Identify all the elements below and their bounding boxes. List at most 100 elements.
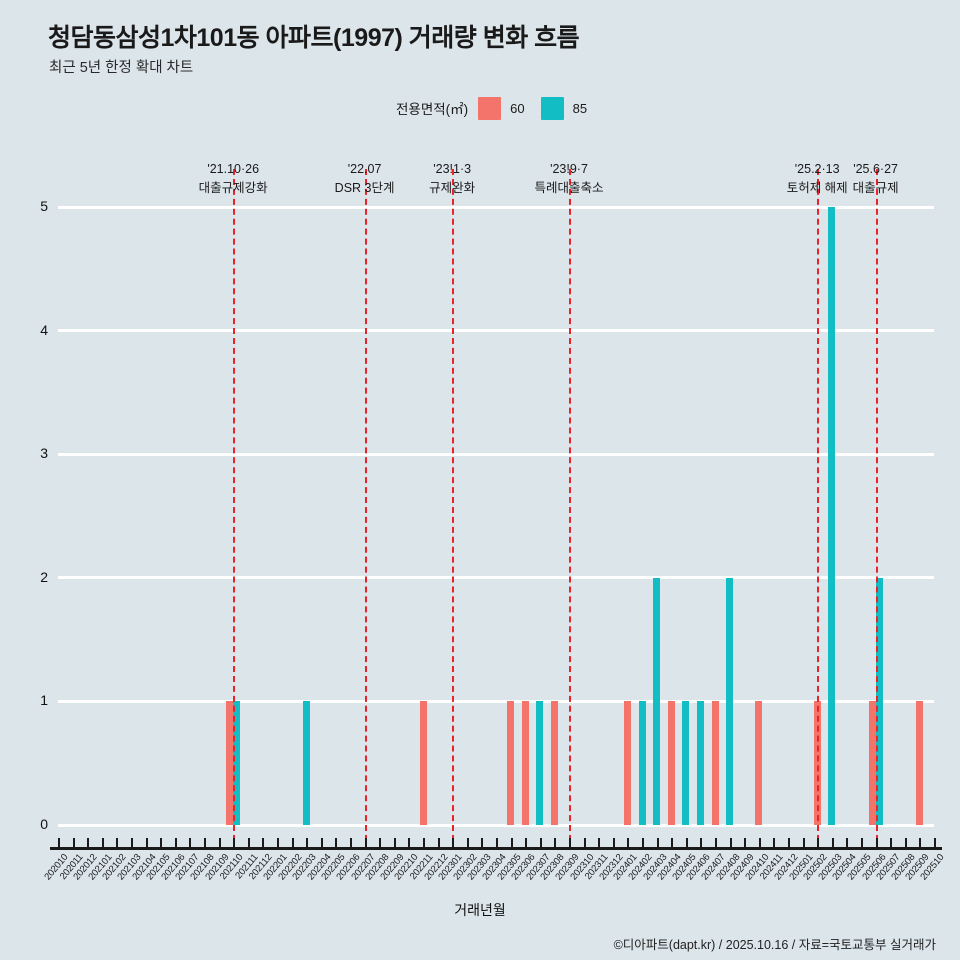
event-date-label: '23!9·7	[550, 162, 588, 176]
x-tick-202206	[350, 838, 352, 848]
x-tick-202308	[554, 838, 557, 848]
event-line-202309	[569, 169, 571, 841]
x-tick-202503	[831, 838, 834, 848]
bar-60-202509[interactable]	[915, 701, 923, 825]
x-tick-202111	[247, 838, 250, 848]
x-tick-202504	[846, 838, 849, 848]
event-annotation-202502: '25.2·13 토허제 해제	[787, 160, 848, 199]
x-tick-202211	[423, 838, 425, 848]
x-tick-202207	[364, 838, 367, 848]
bar-60-202305[interactable]	[507, 701, 515, 825]
x-tick-202402	[642, 838, 644, 848]
legend-label-60: 60	[510, 100, 525, 116]
bar-60-202306[interactable]	[521, 701, 529, 825]
gridline-y-0	[58, 823, 934, 827]
x-tick-202306	[525, 838, 528, 848]
y-tick-label-0: 0	[40, 816, 48, 832]
x-tick-202408	[729, 838, 732, 848]
x-tick-202110	[233, 838, 236, 848]
bar-60-202404[interactable]	[667, 701, 675, 825]
x-axis-title: 거래년월	[454, 902, 506, 918]
x-tick-202201	[277, 838, 279, 848]
bar-85-202506[interactable]	[875, 577, 883, 825]
x-tick-202406	[700, 838, 703, 848]
event-annotation-202207: '22.07 DSR 3단계	[335, 160, 395, 199]
event-annotation-202301: '23!1·3 규제완화	[429, 160, 475, 199]
bar-85-202110[interactable]	[233, 701, 241, 825]
x-tick-202510	[934, 838, 936, 848]
x-tick-202101	[101, 838, 104, 848]
event-line-202506	[875, 169, 878, 841]
x-tick-202108	[204, 838, 206, 848]
x-tick-202505	[861, 838, 863, 848]
gridline-y-3	[58, 452, 934, 456]
x-tick-202102	[116, 838, 119, 848]
x-tick-202208	[379, 838, 382, 848]
footer-credit: ©디아파트(dapt.kr) / 2025.10.16 / 자료=국토교통부 실…	[613, 938, 936, 952]
event-line-202301	[452, 169, 455, 841]
bar-60-202110[interactable]	[226, 701, 234, 825]
event-date-label: '23!1·3	[433, 162, 472, 176]
bar-60-202308[interactable]	[550, 701, 558, 825]
x-tick-202506	[875, 838, 878, 848]
legend-title: 전용면적(㎡)	[396, 102, 469, 117]
event-name-label: 토허제 해제	[786, 181, 848, 196]
gridline-y-1	[58, 699, 934, 703]
x-tick-202403	[656, 838, 659, 848]
y-tick-label-5: 5	[40, 198, 48, 214]
x-tick-202202	[291, 838, 294, 848]
bar-60-202407[interactable]	[711, 701, 719, 825]
bar-85-202203[interactable]	[302, 701, 310, 825]
x-tick-202312	[612, 838, 615, 848]
x-tick-202301	[452, 838, 455, 848]
y-tick-label-4: 4	[40, 321, 48, 338]
x-tick-202010	[58, 838, 60, 848]
x-tick-202310	[583, 838, 586, 848]
event-name-label: 특례대출축소	[534, 181, 604, 196]
x-tick-202011	[72, 838, 75, 848]
x-tick-202107	[189, 838, 192, 848]
bar-85-202406[interactable]	[696, 701, 704, 825]
x-tick-202507	[890, 838, 893, 848]
x-tick-202508	[904, 838, 907, 848]
bar-60-202211[interactable]	[419, 701, 427, 825]
x-tick-202501	[802, 838, 805, 848]
event-annotation-202506: '25.6·27 대출규제	[853, 160, 899, 199]
x-tick-202407	[715, 838, 717, 848]
x-tick-202112	[262, 838, 265, 848]
event-date-label: '21.10·26	[207, 162, 260, 176]
x-tick-202103	[131, 838, 133, 848]
x-tick-202404	[671, 838, 674, 848]
y-tick-label-3: 3	[40, 445, 48, 462]
event-name-label: 대출규제	[852, 181, 899, 196]
x-tick-202302	[466, 838, 469, 848]
x-tick-202412	[788, 838, 790, 848]
x-tick-202104	[145, 838, 148, 848]
bar-85-202405[interactable]	[682, 701, 690, 825]
x-tick-202210	[408, 838, 411, 848]
bar-60-202410[interactable]	[755, 701, 763, 825]
bar-85-202503[interactable]	[828, 207, 836, 825]
x-tick-202305	[510, 838, 513, 848]
y-tick-label-2: 2	[40, 568, 48, 585]
bar-85-202403[interactable]	[653, 577, 661, 825]
event-annotation-202309: '23!9·7 특례대출축소	[534, 160, 603, 199]
bar-85-202402[interactable]	[638, 701, 646, 825]
x-tick-202411	[773, 838, 776, 848]
x-tick-202409	[744, 838, 747, 848]
bar-85-202307[interactable]	[536, 701, 544, 825]
x-tick-202303	[481, 838, 484, 848]
legend-swatch-60	[478, 96, 502, 120]
event-name-label: DSR 3단계	[334, 181, 395, 196]
event-name-label: 규제완화	[429, 181, 476, 196]
gridline-y-4	[58, 329, 934, 333]
x-tick-202307	[539, 838, 542, 848]
bar-85-202408[interactable]	[726, 577, 734, 825]
event-name-label: 대출규제강화	[198, 181, 268, 196]
x-tick-202204	[320, 838, 323, 848]
x-tick-202109	[218, 838, 221, 848]
x-tick-202105	[160, 838, 163, 848]
bar-60-202506[interactable]	[868, 701, 876, 825]
bar-60-202401[interactable]	[623, 701, 631, 825]
event-date-label: '25.6·27	[853, 162, 898, 176]
